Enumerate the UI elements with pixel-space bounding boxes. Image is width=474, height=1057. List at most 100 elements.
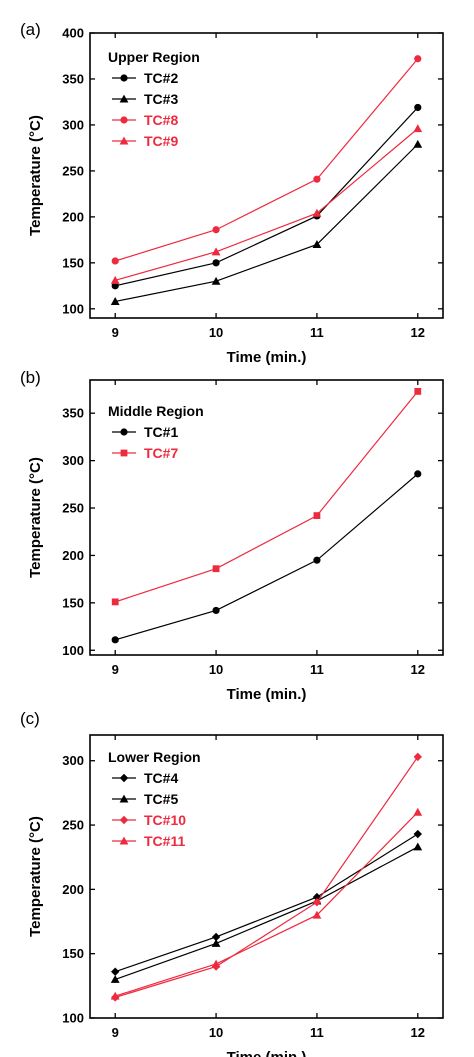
- data-point-TC#8: [111, 257, 119, 265]
- panel-a: (a) 9 10 11 12 100 150 200 250 300 350 400 Time (min…: [20, 20, 444, 366]
- series-line-TC#7: [115, 391, 419, 603]
- y-tick-label: 200: [62, 882, 84, 897]
- data-point-TC#7: [111, 598, 119, 606]
- x-tick-label: 12: [411, 1025, 425, 1040]
- x-tick-label: 11: [310, 325, 324, 340]
- series-line-TC#5: [115, 846, 419, 980]
- x-tick-label: 9: [112, 662, 119, 677]
- y-tick-label: 350: [62, 406, 84, 421]
- legend-title: Lower Region: [108, 749, 201, 765]
- data-point-TC#9: [110, 275, 120, 284]
- series-line-TC#3: [115, 143, 419, 303]
- legend-entry-label: TC#7: [144, 445, 178, 461]
- y-tick-label: 100: [62, 301, 84, 316]
- plot-frame: [89, 32, 444, 319]
- y-tick-label: 150: [62, 595, 84, 610]
- data-point-TC#4: [111, 967, 120, 976]
- data-point-TC#1: [313, 556, 321, 564]
- data-point-TC#1: [111, 636, 119, 644]
- data-point-TC#3: [211, 276, 221, 285]
- data-point-TC#3: [110, 297, 120, 305]
- legend-marker: [120, 428, 128, 436]
- x-tick-label: 10: [209, 325, 223, 340]
- data-point-TC#10: [413, 752, 422, 762]
- legend-entry-label: TC#2: [144, 70, 178, 86]
- data-point-TC#2: [111, 282, 119, 290]
- data-point-TC#9: [211, 247, 221, 256]
- legend-entry-label: TC#5: [144, 791, 178, 807]
- data-point-TC#11: [413, 807, 423, 816]
- data-point-TC#3: [312, 240, 322, 248]
- legend-marker: [119, 836, 129, 845]
- y-tick-label: 300: [62, 753, 84, 768]
- legend-marker: [119, 773, 129, 783]
- data-point-TC#3: [413, 139, 423, 148]
- y-tick-label: 100: [62, 1011, 84, 1026]
- y-tick-label: 250: [62, 818, 84, 833]
- data-point-TC#11: [312, 910, 322, 919]
- x-tick-label: 9: [112, 1025, 119, 1040]
- data-point-TC#1: [414, 470, 422, 478]
- x-tick-label: 10: [209, 1025, 223, 1040]
- data-point-TC#5: [211, 938, 221, 947]
- x-tick-label: 12: [411, 662, 425, 677]
- data-point-TC#11: [110, 991, 120, 1000]
- x-axis-label: Time (min.): [227, 686, 307, 703]
- panel-b: (b) 9 10 11 12 100 150 200 250 300 350 Time (min.) T…: [20, 368, 444, 703]
- x-tick-label: 11: [310, 662, 324, 677]
- data-point-TC#7: [212, 565, 220, 573]
- x-tick-label: 10: [209, 662, 223, 677]
- data-point-TC#4: [413, 829, 422, 839]
- data-point-TC#2: [212, 259, 220, 267]
- data-point-TC#9: [312, 208, 322, 217]
- y-tick-label: 100: [62, 643, 84, 658]
- y-axis-label: Temperature (°C): [27, 457, 44, 578]
- legend-entry-label: TC#11: [144, 833, 185, 849]
- data-point-TC#5: [110, 975, 120, 983]
- y-tick-label: 300: [62, 117, 84, 132]
- legend-entry-label: TC#8: [144, 112, 178, 128]
- x-tick-label: 11: [310, 1025, 324, 1040]
- legend-title: Upper Region: [108, 49, 200, 65]
- data-point-TC#11: [211, 959, 221, 968]
- legend-title: Middle Region: [108, 403, 204, 419]
- legend-entry-label: TC#4: [144, 770, 178, 786]
- y-tick-label: 250: [62, 501, 84, 516]
- series-line-TC#2: [115, 107, 419, 287]
- data-point-TC#8: [313, 175, 321, 183]
- series-line-TC#10: [115, 756, 419, 998]
- y-tick-label: 300: [62, 453, 84, 468]
- y-tick-label: 200: [62, 209, 84, 224]
- legend-entry-label: TC#10: [144, 812, 186, 828]
- x-tick-label: 12: [411, 325, 425, 340]
- y-axis-label: Temperature (°C): [27, 816, 44, 937]
- legend-marker: [119, 136, 129, 145]
- legend-marker: [120, 116, 128, 124]
- y-tick-label: 200: [62, 548, 84, 563]
- legend-marker: [120, 449, 128, 457]
- data-point-TC#7: [313, 512, 321, 520]
- series-line-TC#1: [115, 473, 419, 641]
- legend-marker: [119, 794, 129, 803]
- data-point-TC#8: [212, 226, 220, 234]
- series-line-TC#4: [115, 833, 419, 973]
- data-point-TC#4: [211, 932, 221, 942]
- panel-letter: (c): [20, 709, 40, 728]
- y-tick-label: 150: [62, 255, 84, 270]
- series-line-TC#9: [115, 128, 419, 281]
- data-point-TC#5: [413, 842, 423, 851]
- legend-entry-label: TC#3: [144, 91, 178, 107]
- panel-letter: (a): [20, 20, 41, 39]
- legend-marker: [119, 94, 129, 103]
- panel-c: (c) 9 10 11 12 100 150 200 250 300 Time (min.) Temp…: [20, 709, 444, 1057]
- y-tick-label: 150: [62, 946, 84, 961]
- y-tick-label: 400: [62, 26, 84, 41]
- data-point-TC#7: [414, 387, 422, 395]
- data-point-TC#10: [312, 898, 322, 907]
- series-line-TC#11: [115, 811, 419, 997]
- data-point-TC#9: [413, 124, 423, 133]
- data-point-TC#1: [212, 606, 220, 615]
- y-tick-label: 250: [62, 163, 84, 178]
- plot-frame: [89, 379, 444, 656]
